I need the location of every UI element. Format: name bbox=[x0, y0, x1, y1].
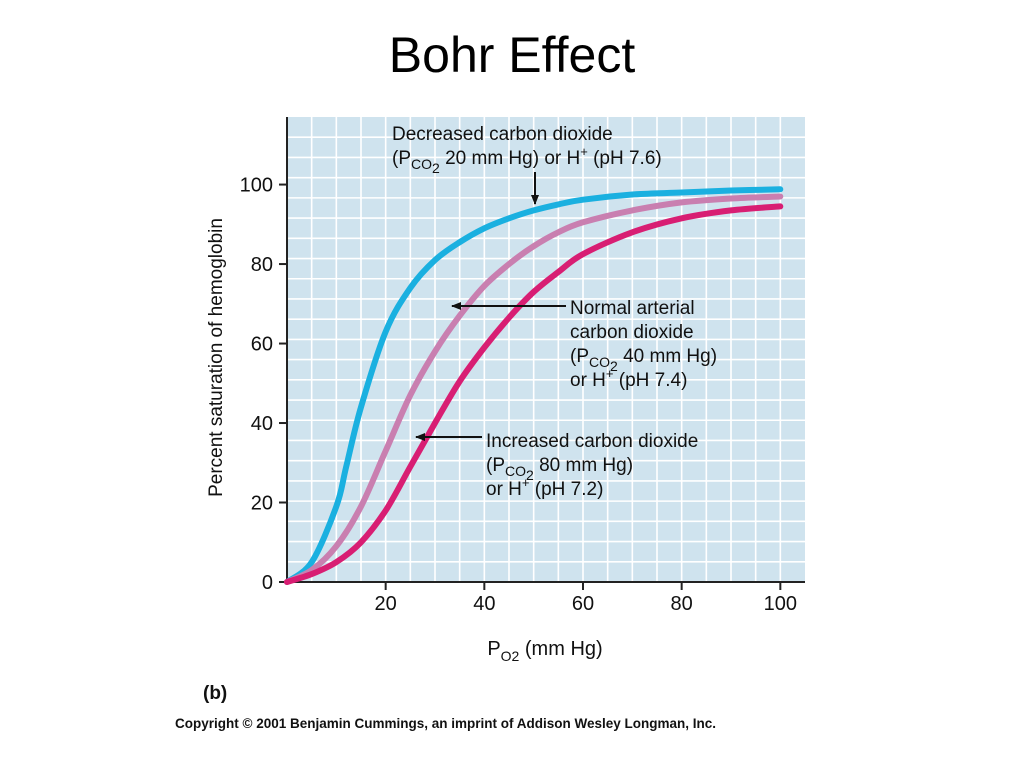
annotation-decreased-line: Decreased carbon dioxide bbox=[392, 124, 613, 145]
x-tick-label: 60 bbox=[572, 593, 594, 615]
curve-normal-co2 bbox=[284, 193, 784, 585]
annotation-normal-line: carbon dioxide bbox=[570, 322, 694, 343]
y-tick-label: 0 bbox=[262, 572, 273, 594]
x-tick-label: 40 bbox=[473, 593, 495, 615]
x-tick-label: 80 bbox=[671, 593, 693, 615]
annotation-normal-line: or H+ (pH 7.4) bbox=[570, 366, 687, 391]
annotation-increased-line: Increased carbon dioxide bbox=[486, 431, 698, 452]
annotation-decreased-line: (PCO2 20 mm Hg) or H+ (pH 7.6) bbox=[392, 144, 662, 176]
slide-title: Bohr Effect bbox=[388, 27, 636, 83]
x-tick-label: 20 bbox=[375, 593, 397, 615]
y-tick-label: 20 bbox=[251, 493, 273, 515]
y-tick-label: 80 bbox=[251, 254, 273, 276]
annotation-normal-line: Normal arterial bbox=[570, 298, 695, 319]
y-tick-label: 60 bbox=[251, 334, 273, 356]
annotation-increased-line: or H+ (pH 7.2) bbox=[486, 475, 603, 500]
curve-increased-co2 bbox=[284, 203, 784, 585]
x-axis-label: PO2 (mm Hg) bbox=[487, 638, 602, 664]
panel-label: (b) bbox=[203, 683, 228, 704]
y-tick-label: 100 bbox=[240, 175, 273, 197]
annotation-increased-line: (PCO2 80 mm Hg) bbox=[486, 455, 633, 483]
y-axis-label: Percent saturation of hemoglobin bbox=[206, 218, 227, 497]
annotation-normal-line: (PCO2 40 mm Hg) bbox=[570, 346, 717, 374]
x-tick-label: 100 bbox=[764, 593, 797, 615]
plot-area bbox=[287, 117, 805, 582]
y-tick-label: 40 bbox=[251, 413, 273, 435]
copyright-notice: Copyright © 2001 Benjamin Cummings, an i… bbox=[175, 716, 717, 731]
curve-decreased-co2 bbox=[284, 186, 784, 585]
